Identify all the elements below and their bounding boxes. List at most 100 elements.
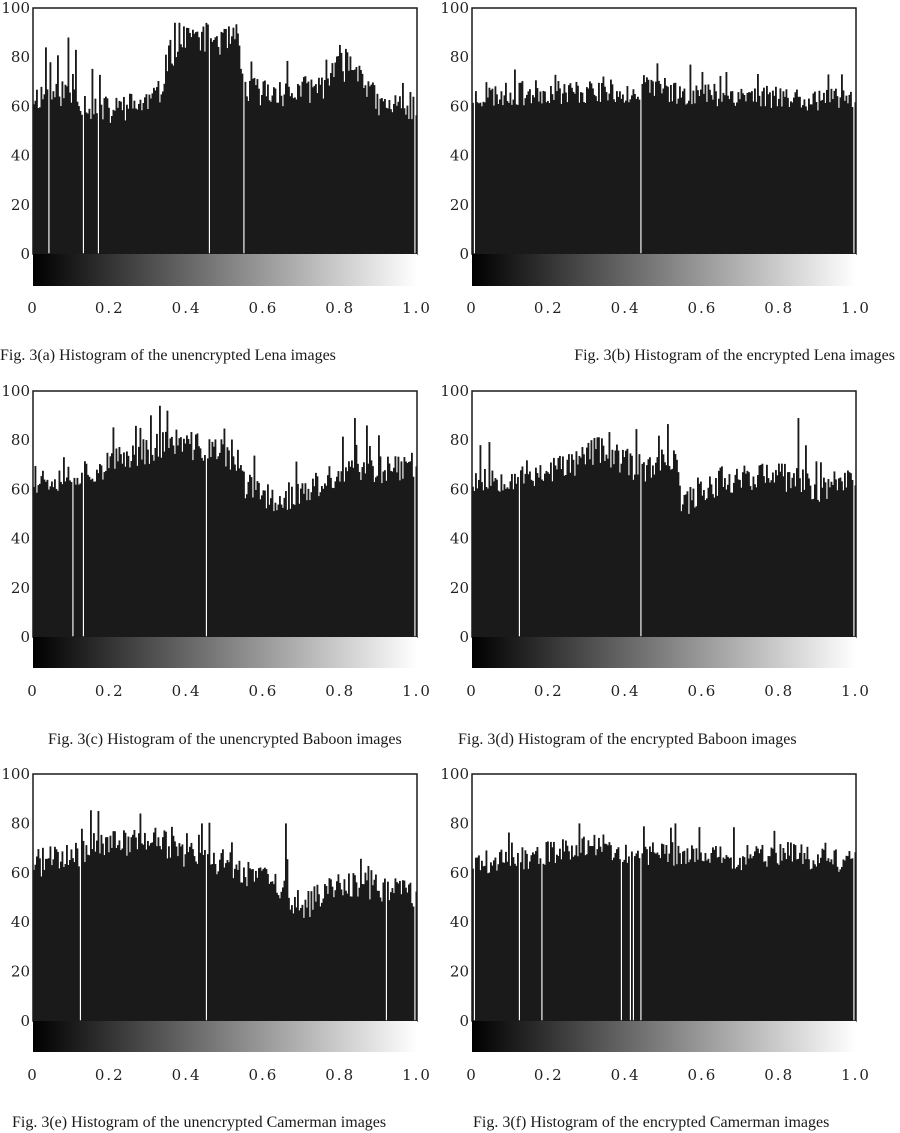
- histogram-bar: [619, 91, 621, 254]
- histogram-bar: [848, 94, 851, 254]
- histogram-bar: [333, 77, 335, 255]
- histogram-bar: [181, 47, 184, 255]
- histogram-bar: [375, 108, 377, 254]
- histogram-bar: [821, 848, 824, 1021]
- histogram-bar: [697, 90, 699, 254]
- histogram-bar: [238, 45, 241, 254]
- histogram-bar: [366, 425, 368, 637]
- histogram-bar: [701, 495, 704, 637]
- histogram-bar: [352, 873, 355, 1021]
- histogram-bar: [376, 93, 379, 254]
- histogram-bar: [372, 885, 374, 1021]
- histogram-bar: [616, 444, 618, 637]
- histogram-bar: [91, 478, 94, 637]
- histogram-bar: [193, 449, 196, 637]
- histogram-bar: [177, 51, 179, 254]
- histogram-bar: [587, 840, 590, 1021]
- histogram-bar: [411, 452, 413, 637]
- histogram-bar: [497, 864, 500, 1021]
- histogram-bar: [491, 470, 494, 637]
- histogram-bar: [151, 93, 154, 255]
- histogram-bar: [238, 860, 241, 1021]
- histogram-bar: [599, 846, 602, 1021]
- histogram-bar: [304, 483, 307, 637]
- histogram-bar: [748, 472, 750, 637]
- histogram-bar: [832, 864, 834, 1021]
- histogram-bar: [151, 454, 154, 637]
- histogram-bar: [598, 837, 600, 1021]
- histogram-bar: [481, 860, 483, 1021]
- histogram-bar: [827, 479, 830, 637]
- histogram-bar: [39, 483, 41, 637]
- histogram-bar: [241, 73, 244, 255]
- histogram-bar: [527, 91, 530, 254]
- histogram-bar: [659, 858, 662, 1021]
- histogram-bar: [806, 110, 809, 254]
- histogram-bar: [67, 466, 70, 637]
- x-tick-label: 0.4: [172, 682, 202, 700]
- histogram-bar: [671, 101, 674, 254]
- histogram-bar: [231, 842, 233, 1021]
- histogram-bar: [773, 482, 776, 637]
- histogram-bar: [793, 844, 795, 1021]
- histogram-bar: [81, 472, 83, 637]
- histogram-bar: [388, 900, 391, 1021]
- y-tick-label: 20: [11, 196, 30, 214]
- histogram-bar: [388, 100, 391, 254]
- histogram-bar: [574, 855, 576, 1021]
- histogram-bar: [745, 101, 747, 255]
- histogram-bar: [285, 491, 287, 637]
- histogram-bar: [397, 883, 400, 1021]
- histogram-bar: [538, 863, 540, 1021]
- histogram-bar: [709, 862, 711, 1021]
- histogram-bar: [707, 487, 710, 637]
- histogram-bar: [661, 449, 663, 637]
- histogram-bar: [148, 845, 151, 1021]
- histogram-bar: [665, 845, 668, 1021]
- histogram-bar: [832, 98, 834, 255]
- histogram-bar: [649, 92, 651, 254]
- histogram-bar: [297, 890, 299, 1021]
- histogram-bar: [652, 81, 654, 254]
- histogram-bar: [111, 847, 113, 1021]
- histogram-bar: [70, 102, 73, 255]
- grayscale-colorbar: [33, 637, 417, 668]
- histogram-bar: [475, 857, 477, 1021]
- histogram-bar: [319, 492, 322, 637]
- y-tick-label: 40: [11, 147, 30, 165]
- histogram-bar: [112, 109, 115, 255]
- histogram-bar: [240, 465, 242, 637]
- histogram-bar: [73, 862, 76, 1021]
- histogram-bar: [593, 437, 596, 637]
- histogram-bar: [202, 26, 205, 254]
- histogram-bar: [796, 89, 798, 254]
- histogram-bar: [102, 479, 104, 637]
- histogram-bar: [817, 854, 819, 1021]
- histogram-bar: [267, 84, 269, 254]
- histogram-bar: [554, 862, 557, 1021]
- histogram-bar: [169, 39, 172, 254]
- histogram-bar: [679, 853, 681, 1021]
- histogram-bar: [333, 488, 335, 637]
- figure-caption: Fig. 3(b) Histogram of the encrypted Len…: [574, 347, 895, 364]
- histogram-bar: [625, 450, 627, 637]
- histogram-bar: [210, 38, 212, 254]
- histogram-bar: [64, 84, 67, 254]
- histogram-bar: [836, 866, 839, 1021]
- histogram-bar: [485, 82, 488, 254]
- histogram-bar: [264, 867, 266, 1021]
- x-tick-label: 1.0: [841, 682, 871, 700]
- histogram-bar: [114, 468, 116, 637]
- histogram-bar: [539, 465, 542, 637]
- histogram-bar: [40, 86, 43, 254]
- histogram-bar: [845, 487, 848, 637]
- histogram-bar: [355, 882, 358, 1021]
- y-tick-label: 0: [20, 628, 30, 646]
- histogram-bar: [566, 845, 569, 1021]
- histogram-bar: [147, 449, 149, 637]
- histogram-bar: [333, 897, 335, 1021]
- y-tick-label: 40: [450, 147, 469, 165]
- y-tick-label: 100: [1, 0, 30, 17]
- histogram-bar: [115, 97, 118, 254]
